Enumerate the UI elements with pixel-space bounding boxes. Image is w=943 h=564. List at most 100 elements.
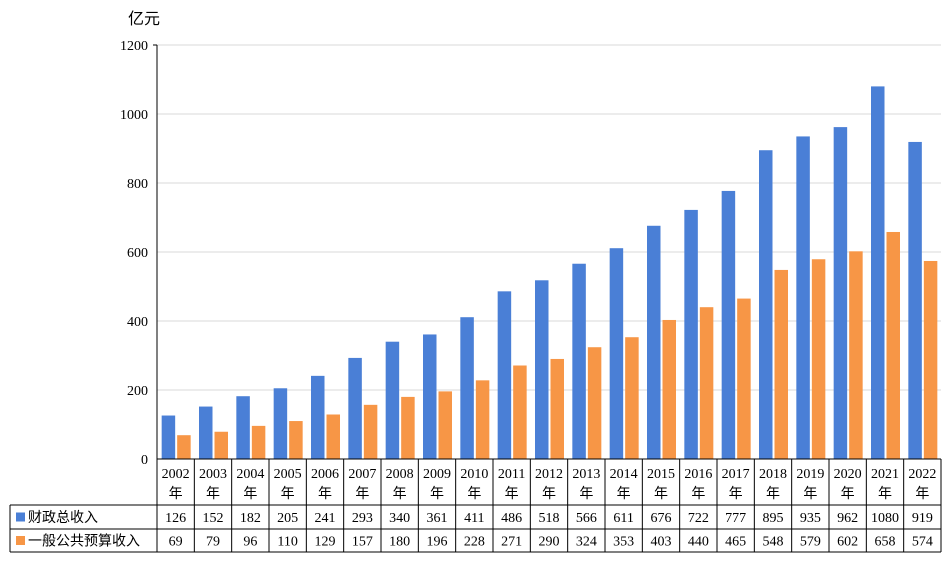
data-table-value: 69 [169, 535, 183, 550]
data-table-value: 440 [688, 535, 709, 550]
x-category-suffix: 年 [318, 486, 332, 502]
data-table-value: 611 [613, 511, 633, 526]
x-category-suffix: 年 [355, 486, 369, 502]
data-table-value: 566 [576, 511, 597, 526]
bar-total-2002 [161, 415, 176, 459]
data-table-value: 579 [800, 535, 821, 550]
data-table-value: 180 [389, 535, 410, 550]
x-category-suffix: 年 [393, 486, 407, 502]
x-category-year: 2019 [796, 467, 824, 482]
bar-general-2019 [811, 259, 826, 459]
x-category-suffix: 年 [654, 486, 668, 502]
bars [161, 86, 938, 460]
x-category-suffix: 年 [766, 486, 780, 502]
x-category-suffix: 年 [281, 486, 295, 502]
bar-total-2017 [721, 190, 736, 459]
x-category-suffix: 年 [617, 486, 631, 502]
axes: 0 200 400 600 800 1000 1200 [120, 39, 158, 468]
bar-total-2020 [833, 127, 848, 460]
x-category-suffix: 年 [430, 486, 444, 502]
data-table-value: 129 [315, 535, 336, 550]
x-category-suffix: 年 [542, 486, 556, 502]
data-table-value: 919 [912, 511, 933, 526]
bar-general-2006 [326, 414, 340, 459]
data-table-value: 340 [389, 511, 410, 526]
data-table-value: 96 [243, 535, 257, 550]
data-table-value: 935 [800, 511, 821, 526]
data-table-value: 602 [837, 535, 858, 550]
bar-general-2008 [401, 396, 415, 459]
data-table-value: 548 [763, 535, 784, 550]
x-category-year: 2015 [647, 467, 675, 482]
x-category-year: 2006 [311, 467, 339, 482]
x-category-suffix: 年 [243, 486, 257, 502]
bar-total-2021 [871, 86, 885, 460]
x-category-year: 2010 [460, 467, 488, 482]
x-category-year: 2004 [236, 467, 264, 482]
bar-total-2011 [497, 291, 512, 459]
bar-total-2014 [609, 248, 624, 459]
x-category-suffix: 年 [841, 486, 855, 502]
x-category-year: 2007 [348, 467, 376, 482]
y-tick-label: 600 [127, 246, 148, 261]
legend-key-1 [16, 536, 25, 545]
data-table-value: 353 [613, 535, 634, 550]
data-table-value: 486 [501, 511, 522, 526]
data-table: 2002 年 2003 年 2004 年 2005 年 2006 年 2007 年 2008 年 2009 年… [9, 458, 942, 553]
bar-general-2002 [177, 435, 191, 459]
data-table-value: 271 [501, 535, 522, 550]
data-table-value: 1080 [871, 511, 899, 526]
bar-general-2010 [475, 380, 490, 459]
data-table-value: 403 [651, 535, 672, 550]
data-table-value: 196 [427, 535, 448, 550]
y-unit-label: 亿元 [128, 10, 160, 28]
x-category-year: 2002 [162, 467, 190, 482]
y-tick-label: 800 [127, 177, 148, 192]
x-category-suffix: 年 [169, 486, 183, 502]
bar-general-2017 [737, 298, 751, 459]
bar-general-2021 [886, 231, 900, 459]
legend-series-name: 一般公共预算收入 [28, 534, 140, 550]
data-table-value: 157 [352, 535, 373, 550]
x-category-year: 2018 [759, 467, 787, 482]
y-tick-label: 1200 [120, 39, 148, 54]
x-category-suffix: 年 [878, 486, 892, 502]
x-category-year: 2003 [199, 467, 227, 482]
bar-total-2018 [759, 150, 773, 459]
data-table-value: 574 [912, 535, 933, 550]
data-table-value: 110 [277, 535, 297, 550]
x-category-year: 2009 [423, 467, 451, 482]
x-category-suffix: 年 [467, 486, 481, 502]
data-table-value: 324 [576, 535, 597, 550]
x-category-suffix: 年 [579, 486, 593, 502]
bar-total-2012 [535, 280, 549, 459]
bar-general-2013 [587, 347, 602, 459]
data-table-value: 290 [539, 535, 560, 550]
bar-general-2020 [849, 251, 863, 459]
bar-total-2022 [908, 141, 922, 459]
data-table-value: 228 [464, 535, 485, 550]
data-table-value: 777 [725, 511, 746, 526]
bar-general-2018 [774, 269, 788, 459]
x-category-year: 2021 [871, 467, 899, 482]
data-table-value: 361 [427, 511, 448, 526]
data-table-value: 182 [240, 511, 261, 526]
bar-total-2004 [236, 396, 250, 459]
x-category-year: 2013 [572, 467, 600, 482]
data-table-value: 465 [725, 535, 746, 550]
bar-general-2003 [214, 431, 228, 459]
bar-total-2009 [423, 334, 437, 459]
data-table-value: 411 [464, 511, 484, 526]
bar-total-2016 [684, 209, 698, 459]
bar-total-2008 [385, 341, 400, 459]
legend-series-name: 财政总收入 [28, 510, 98, 526]
gridlines [157, 44, 941, 391]
y-tick-label: 200 [127, 384, 148, 399]
bar-general-2009 [438, 391, 452, 459]
x-category-year: 2012 [535, 467, 563, 482]
data-table-value: 241 [315, 511, 336, 526]
bar-general-2012 [550, 358, 564, 459]
x-category-year: 2020 [834, 467, 862, 482]
data-table-value: 658 [875, 535, 896, 550]
